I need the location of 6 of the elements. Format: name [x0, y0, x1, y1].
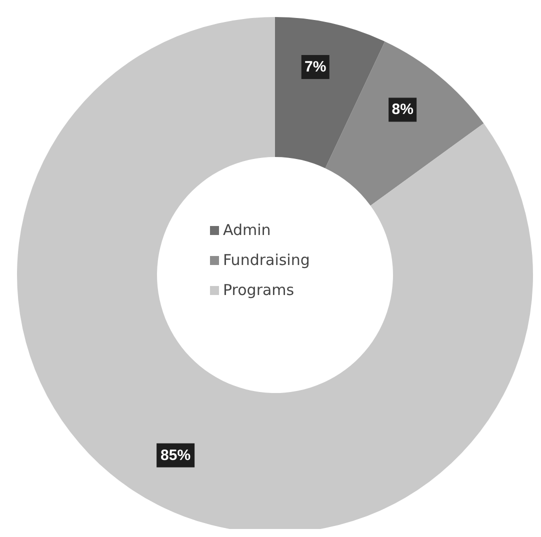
data-label: 7%	[304, 58, 326, 76]
legend-label: Admin	[223, 221, 271, 239]
legend-label: Programs	[223, 281, 294, 299]
legend-label: Fundraising	[223, 251, 310, 269]
data-label: 85%	[160, 446, 191, 464]
data-label: 8%	[392, 101, 414, 118]
